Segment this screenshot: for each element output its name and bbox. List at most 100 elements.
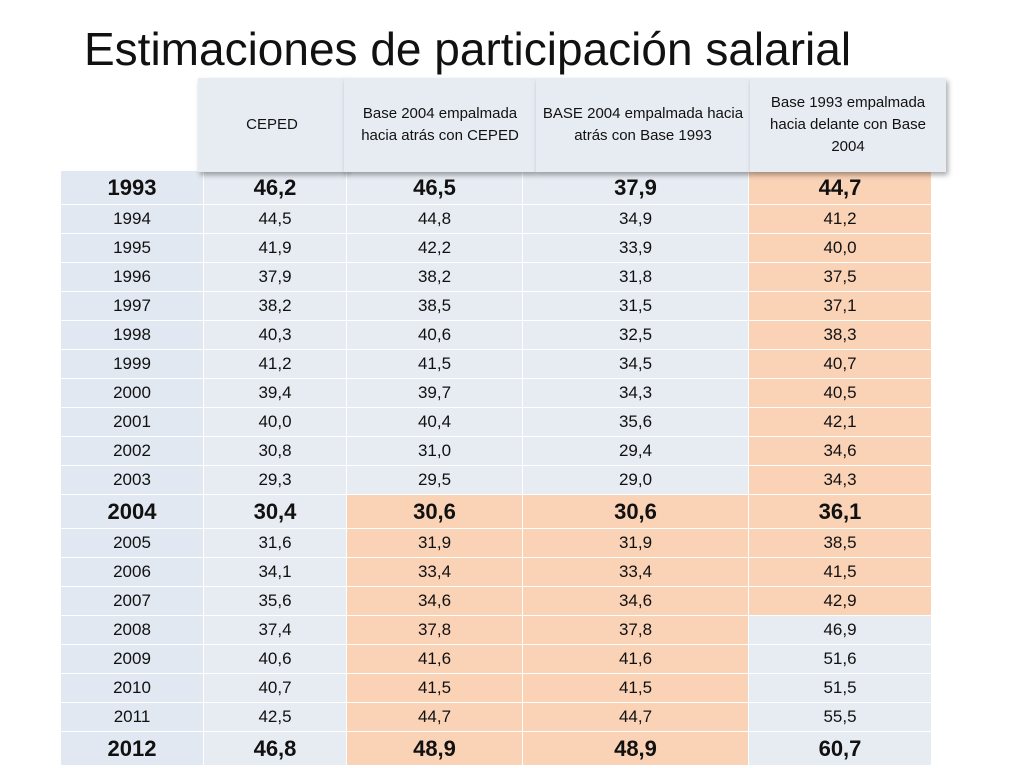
table-row: 1997 38,2 38,5 31,5 37,1 (60, 291, 932, 321)
year-cell: 1999 (60, 349, 204, 379)
value-cell: 40,3 (203, 320, 347, 350)
value-cell: 41,5 (522, 673, 749, 703)
value-cell: 33,4 (346, 557, 523, 587)
value-cell: 41,5 (346, 673, 523, 703)
value-cell: 46,2 (203, 170, 347, 205)
value-cell: 31,6 (203, 528, 347, 558)
header-base2004-base1993: BASE 2004 empalmada hacia atrás con Base… (536, 78, 750, 172)
value-cell: 36,1 (748, 494, 932, 529)
value-cell: 29,3 (203, 465, 347, 495)
table-row: 1999 41,2 41,5 34,5 40,7 (60, 349, 932, 379)
table-row: 2012 46,8 48,9 48,9 60,7 (60, 731, 932, 766)
value-cell: 35,6 (522, 407, 749, 437)
year-cell: 2008 (60, 615, 204, 645)
year-cell: 2001 (60, 407, 204, 437)
year-cell: 2011 (60, 702, 204, 732)
value-cell: 40,7 (203, 673, 347, 703)
value-cell: 41,9 (203, 233, 347, 263)
year-cell: 1993 (60, 170, 204, 205)
value-cell: 38,2 (203, 291, 347, 321)
value-cell: 44,7 (346, 702, 523, 732)
value-cell: 34,6 (522, 586, 749, 616)
value-cell: 46,9 (748, 615, 932, 645)
table-row: 2004 30,4 30,6 30,6 36,1 (60, 494, 932, 529)
value-cell: 30,8 (203, 436, 347, 466)
data-table: 1993 46,2 46,5 37,9 44,7 1994 44,5 44,8 34,9 41,2… (60, 170, 932, 766)
year-cell: 2007 (60, 586, 204, 616)
table-row: 1995 41,9 42,2 33,9 40,0 (60, 233, 932, 263)
value-cell: 41,2 (748, 204, 932, 234)
value-cell: 31,8 (522, 262, 749, 292)
value-cell: 37,8 (346, 615, 523, 645)
value-cell: 40,6 (203, 644, 347, 674)
table-row: 2006 34,1 33,4 33,4 41,5 (60, 557, 932, 587)
slide-title: Estimaciones de participación salarial (84, 23, 852, 75)
value-cell: 31,5 (522, 291, 749, 321)
value-cell: 34,1 (203, 557, 347, 587)
value-cell: 30,4 (203, 494, 347, 529)
value-cell: 30,6 (346, 494, 523, 529)
value-cell: 40,0 (748, 233, 932, 263)
value-cell: 51,5 (748, 673, 932, 703)
value-cell: 33,4 (522, 557, 749, 587)
table-row: 1994 44,5 44,8 34,9 41,2 (60, 204, 932, 234)
value-cell: 40,4 (346, 407, 523, 437)
year-cell: 2002 (60, 436, 204, 466)
header-ceped: CEPED (198, 78, 346, 172)
value-cell: 33,9 (522, 233, 749, 263)
year-cell: 2012 (60, 731, 204, 766)
value-cell: 42,2 (346, 233, 523, 263)
value-cell: 29,4 (522, 436, 749, 466)
year-cell: 1995 (60, 233, 204, 263)
table-body: 1993 46,2 46,5 37,9 44,7 1994 44,5 44,8 34,9 41,2… (60, 170, 932, 766)
value-cell: 48,9 (346, 731, 523, 766)
value-cell: 40,6 (346, 320, 523, 350)
year-cell: 2003 (60, 465, 204, 495)
value-cell: 48,9 (522, 731, 749, 766)
value-cell: 34,3 (522, 378, 749, 408)
year-cell: 1997 (60, 291, 204, 321)
value-cell: 34,9 (522, 204, 749, 234)
value-cell: 46,8 (203, 731, 347, 766)
value-cell: 40,5 (748, 378, 932, 408)
table-row: 2011 42,5 44,7 44,7 55,5 (60, 702, 932, 732)
year-cell: 2000 (60, 378, 204, 408)
year-cell: 2004 (60, 494, 204, 529)
table-row: 2010 40,7 41,5 41,5 51,5 (60, 673, 932, 703)
value-cell: 41,2 (203, 349, 347, 379)
value-cell: 34,6 (748, 436, 932, 466)
value-cell: 42,1 (748, 407, 932, 437)
value-cell: 34,3 (748, 465, 932, 495)
value-cell: 41,5 (346, 349, 523, 379)
year-cell: 1996 (60, 262, 204, 292)
value-cell: 44,7 (748, 170, 932, 205)
value-cell: 37,9 (203, 262, 347, 292)
value-cell: 37,8 (522, 615, 749, 645)
value-cell: 40,0 (203, 407, 347, 437)
table-row: 2007 35,6 34,6 34,6 42,9 (60, 586, 932, 616)
value-cell: 38,5 (346, 291, 523, 321)
year-cell: 2005 (60, 528, 204, 558)
header-base2004-ceped: Base 2004 empalmada hacia atrás con CEPE… (344, 78, 536, 172)
value-cell: 37,9 (522, 170, 749, 205)
value-cell: 41,6 (522, 644, 749, 674)
year-cell: 1998 (60, 320, 204, 350)
value-cell: 38,2 (346, 262, 523, 292)
value-cell: 37,5 (748, 262, 932, 292)
value-cell: 44,8 (346, 204, 523, 234)
value-cell: 38,5 (748, 528, 932, 558)
year-cell: 2009 (60, 644, 204, 674)
table-row: 2008 37,4 37,8 37,8 46,9 (60, 615, 932, 645)
value-cell: 41,6 (346, 644, 523, 674)
value-cell: 34,6 (346, 586, 523, 616)
year-cell: 1994 (60, 204, 204, 234)
value-cell: 29,5 (346, 465, 523, 495)
value-cell: 40,7 (748, 349, 932, 379)
value-cell: 39,7 (346, 378, 523, 408)
table-row: 2000 39,4 39,7 34,3 40,5 (60, 378, 932, 408)
value-cell: 46,5 (346, 170, 523, 205)
table-row: 2009 40,6 41,6 41,6 51,6 (60, 644, 932, 674)
value-cell: 32,5 (522, 320, 749, 350)
value-cell: 51,6 (748, 644, 932, 674)
year-cell: 2006 (60, 557, 204, 587)
